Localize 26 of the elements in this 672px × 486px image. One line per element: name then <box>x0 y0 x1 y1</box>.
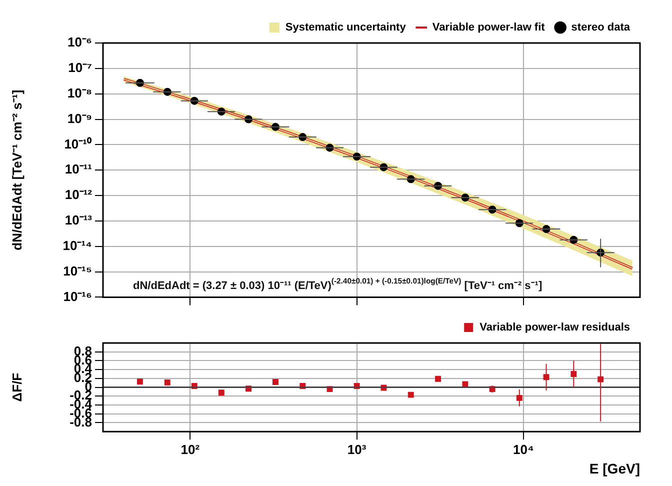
y-tick-label: 10⁻¹⁰ <box>64 136 92 152</box>
x-tick-label: 10² <box>180 442 200 457</box>
point <box>408 392 414 398</box>
point <box>218 390 224 396</box>
y-axis-title: dN/dEdAdt [TeV⁻¹ cm⁻² s⁻¹] <box>9 90 24 250</box>
y-tick-label: 10⁻⁸ <box>67 85 92 100</box>
x-axis-title: E [GeV] <box>589 460 640 476</box>
legend-label: Variable power-law residuals <box>480 322 630 334</box>
y-tick-label: 10⁻⁷ <box>68 60 92 75</box>
y-tick-label: 10⁻¹² <box>64 187 93 202</box>
point <box>272 379 278 385</box>
y-axis-title: ΔF/F <box>9 372 24 402</box>
point <box>137 378 143 385</box>
y-tick-label: 10⁻¹³ <box>64 212 93 228</box>
legend-label: Variable power-law fit <box>432 22 546 34</box>
point <box>164 379 170 386</box>
y-tick-label: 10⁻⁶ <box>68 34 92 50</box>
y-tick-label: 10⁻¹⁴ <box>62 238 92 253</box>
legend-label: Systematic uncertainty <box>285 22 407 34</box>
x-tick-label: 10⁴ <box>513 442 534 457</box>
legend-label: stereo data <box>571 22 631 34</box>
y-tick-label: 10⁻¹¹ <box>64 162 92 177</box>
x-tick-label: 10³ <box>347 442 367 457</box>
y-tick-label: 10⁻¹⁶ <box>63 288 92 304</box>
y-tick-label: 10⁻¹⁵ <box>63 263 92 278</box>
y-tick-label: 10⁻⁹ <box>67 110 92 126</box>
